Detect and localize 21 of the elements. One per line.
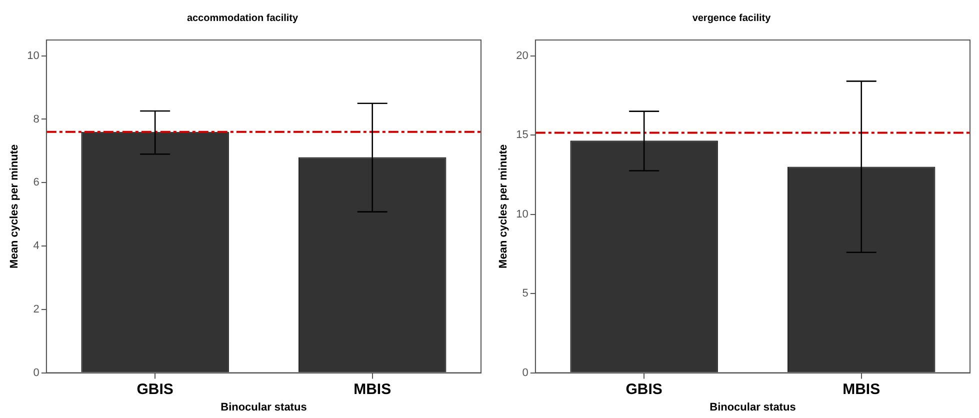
y-tick-label: 10 <box>27 50 40 62</box>
y-tick-label: 0 <box>522 366 528 379</box>
x-tick-label: GBIS <box>626 380 662 398</box>
y-tick-label: 5 <box>522 288 528 300</box>
x-axis-title: Binocular status <box>710 401 796 414</box>
y-tick-label: 15 <box>516 129 528 142</box>
chart-title: accommodation facility <box>186 12 299 24</box>
y-tick-label: 0 <box>33 366 40 379</box>
y-axis-title: Mean cycles per minute <box>498 144 510 268</box>
chart-title: vergence facility <box>692 12 772 24</box>
y-tick-label: 20 <box>516 50 528 62</box>
x-tick-label: GBIS <box>136 380 174 398</box>
y-tick-label: 2 <box>33 303 40 316</box>
x-tick-label: MBIS <box>354 380 392 398</box>
y-tick-label: 4 <box>33 240 40 252</box>
y-tick-label: 10 <box>516 208 528 220</box>
y-axis-title: Mean cycles per minute <box>8 144 21 268</box>
x-axis-title: Binocular status <box>220 401 307 414</box>
y-tick-label: 6 <box>33 176 40 189</box>
y-tick-label: 8 <box>33 113 40 126</box>
x-tick-label: MBIS <box>842 380 880 398</box>
